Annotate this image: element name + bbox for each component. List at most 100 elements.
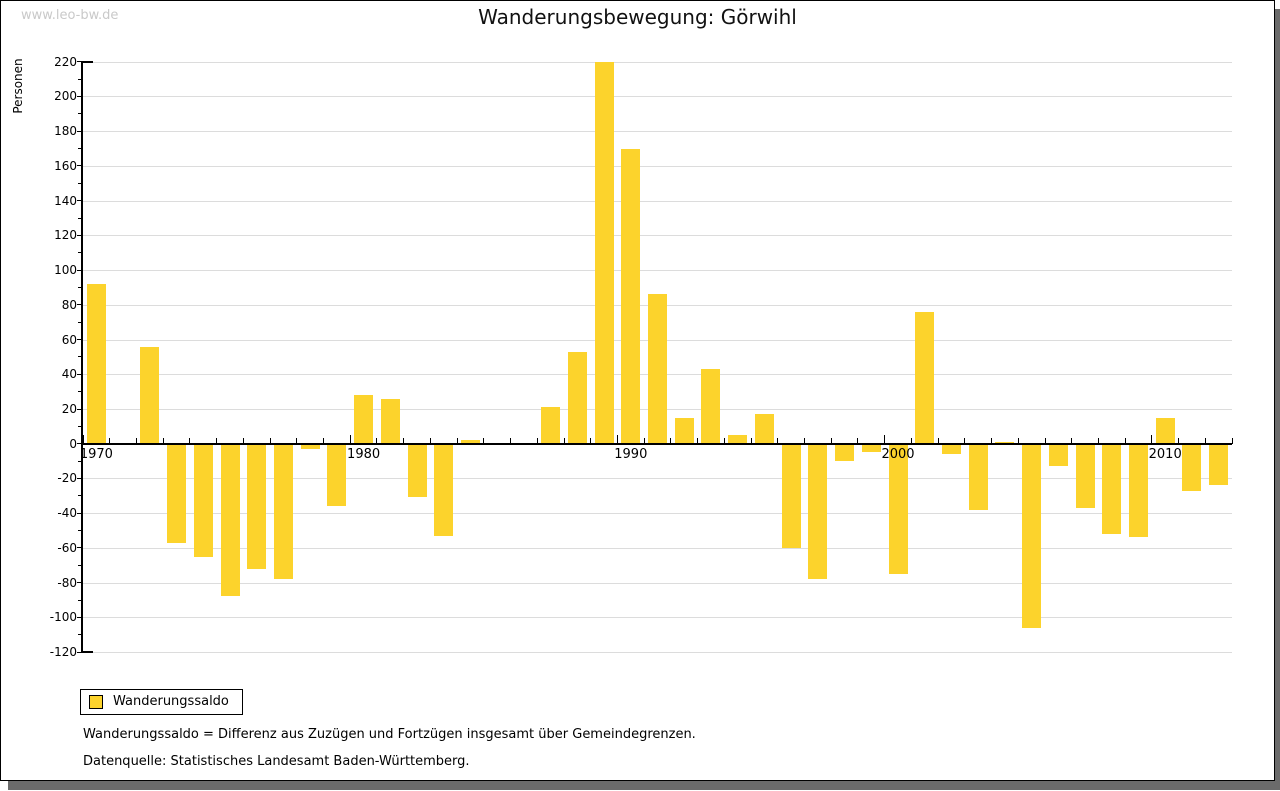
bar-2006	[1048, 443, 1068, 467]
y-tick-label-20: 20	[61, 402, 77, 416]
x-tick-32	[937, 438, 939, 444]
y-tick-70	[78, 321, 82, 323]
bar-1976	[247, 443, 267, 569]
x-tick-21	[643, 438, 645, 444]
y-tick-210	[78, 78, 82, 80]
x-tick-40	[1151, 435, 1153, 444]
bar-1982	[407, 443, 427, 498]
y-tick--80	[77, 582, 82, 584]
bar-1981	[380, 398, 400, 444]
y-tick-90	[78, 286, 82, 288]
bar-2001	[915, 311, 935, 444]
y-tick--100	[77, 616, 82, 618]
bar-2005	[1022, 443, 1042, 628]
bar-2010	[1155, 417, 1175, 444]
gridline-200	[83, 96, 1232, 98]
y-tick--60	[77, 547, 82, 549]
y-tick-label-180: 180	[54, 124, 77, 139]
y-tick-130	[78, 217, 82, 219]
x-tick-42	[1204, 438, 1206, 444]
y-tick-label--40: -40	[57, 506, 77, 521]
y-tick-140	[77, 200, 82, 202]
y-tick-100	[77, 269, 82, 271]
x-tick-35	[1017, 438, 1019, 444]
x-tick-label-2010: 2010	[1148, 447, 1182, 462]
bar-1992	[674, 417, 694, 444]
y-tick--30	[78, 495, 82, 497]
y-tick-190	[78, 113, 82, 115]
y-tick-label-80: 80	[61, 297, 77, 312]
x-tick-19	[590, 438, 592, 444]
x-tick-0	[82, 435, 84, 444]
gridline--120	[83, 652, 1232, 654]
x-tick-7	[269, 438, 271, 444]
y-tick-label-100: 100	[54, 263, 77, 278]
bar-1997	[808, 443, 828, 580]
x-tick-3	[162, 438, 164, 444]
gridline-140	[83, 200, 1232, 202]
y-tick-180	[77, 130, 82, 132]
bar-1987	[541, 407, 561, 444]
legend-swatch-icon	[89, 695, 103, 709]
bar-2003	[968, 443, 988, 510]
page-title: Wanderungsbewegung: Görwihl	[478, 5, 797, 29]
bar-1988	[567, 351, 587, 444]
x-tick-1	[109, 438, 111, 444]
gridline--100	[83, 617, 1232, 619]
y-tick-220	[77, 61, 82, 63]
x-tick-28	[830, 438, 832, 444]
bar-1999	[861, 443, 881, 453]
bar-2002	[941, 443, 961, 455]
bar-1996	[781, 443, 801, 548]
x-tick-16	[510, 438, 511, 444]
y-tick-label-200: 200	[54, 89, 77, 104]
bar-2012	[1209, 443, 1229, 486]
bar-1973	[167, 443, 186, 543]
x-tick-13	[429, 438, 431, 444]
y-tick-label--60: -60	[57, 540, 77, 555]
bar-2008	[1102, 443, 1122, 534]
y-tick-label-140: 140	[54, 193, 77, 208]
y-axis-bottom-cap	[81, 651, 93, 654]
x-tick-14	[456, 438, 458, 444]
y-tick-label-0: 0	[69, 436, 77, 451]
bar-1983	[434, 443, 454, 536]
x-tick-24	[723, 438, 725, 444]
x-tick-33	[964, 438, 966, 444]
bar-1994	[728, 435, 748, 444]
y-tick-label-220: 220	[54, 54, 77, 69]
bar-1998	[835, 443, 854, 462]
gridline--60	[83, 547, 1232, 549]
x-tick-10	[349, 435, 351, 444]
y-tick-label--20: -20	[57, 471, 77, 486]
x-tick-4	[189, 438, 191, 444]
y-tick-150	[78, 182, 82, 184]
x-tick-15	[483, 438, 485, 444]
y-tick--10	[78, 460, 82, 462]
x-tick-5	[216, 438, 218, 444]
x-tick-43	[1231, 438, 1233, 444]
y-tick-110	[78, 252, 82, 254]
y-tick-label-120: 120	[54, 228, 77, 243]
x-tick-label-1990: 1990	[614, 447, 648, 462]
x-tick-11	[376, 438, 378, 444]
y-tick--70	[78, 564, 82, 566]
x-tick-22	[670, 438, 672, 444]
x-tick-29	[857, 438, 859, 444]
footnote-definition: Wanderungssaldo = Differenz aus Zuzügen …	[83, 727, 696, 742]
y-tick--110	[78, 634, 82, 636]
x-tick-2	[135, 438, 137, 444]
x-tick-label-1970: 1970	[79, 447, 113, 462]
x-tick-17	[536, 438, 538, 444]
y-tick-30	[78, 391, 82, 393]
y-tick-50	[78, 356, 82, 358]
legend: Wanderungssaldo	[80, 689, 243, 715]
bar-1975	[220, 443, 240, 597]
y-tick--40	[77, 512, 82, 514]
y-tick-40	[77, 373, 82, 375]
y-tick-label--100: -100	[49, 610, 77, 625]
bar-1980	[354, 395, 374, 444]
bar-2007	[1075, 443, 1095, 508]
gridline-100	[83, 270, 1232, 272]
